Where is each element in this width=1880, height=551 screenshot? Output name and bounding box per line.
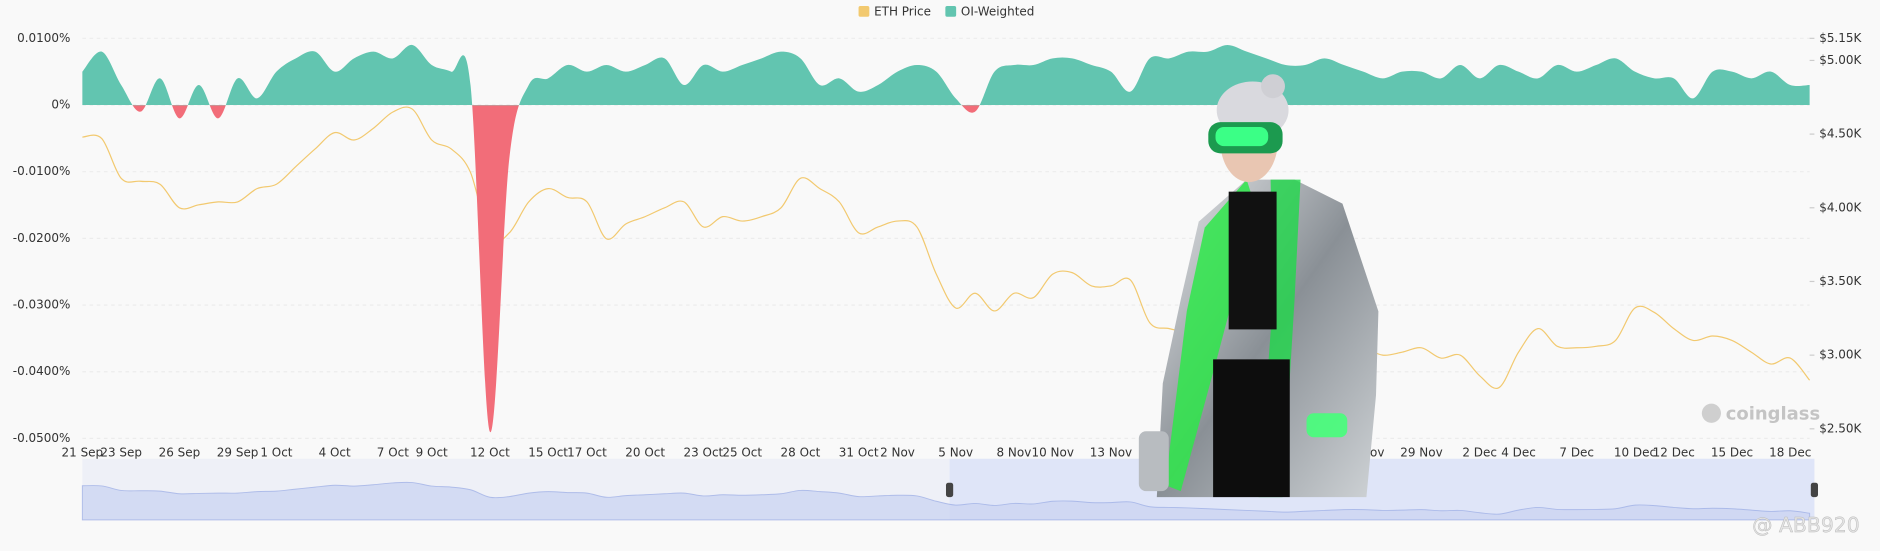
y-tick-label: -0.0100% [13,164,71,178]
x-tick-label: 7 Oct [377,445,409,459]
x-tick-label: 15 Oct [528,445,568,459]
x-tick-label: 21 Sep [62,445,104,459]
y-tick-label: -0.0200% [13,231,71,245]
x-tick-label: 31 Oct [839,445,879,459]
x-tick-label: 4 Dec [1501,445,1536,459]
x-tick-label: 28 Oct [781,445,821,459]
watermark-icon [1701,403,1721,423]
x-tick-label: 23 Oct [684,445,724,459]
x-tick-label: 1 Oct [260,445,292,459]
y2-tick-label: $2.50K [1819,421,1862,435]
price-line [82,106,1811,390]
navigator-handle [1810,482,1819,498]
x-tick-label: 15 Dec [1711,445,1753,459]
x-tick-label: 2 Nov [880,445,915,459]
y2-tick-label: $3.50K [1819,274,1862,288]
x-tick-label: 4 Oct [319,445,351,459]
navigator-area [81,481,1811,521]
x-tick-label: 23 Sep [100,445,142,459]
y-tick-label: -0.0500% [13,431,71,445]
y2-tick-label: $4.50K [1819,127,1862,141]
x-tick-label: 10 Nov [1032,445,1074,459]
legend-label: ETH Price [874,4,931,18]
x-tick-label: 8 Nov [997,445,1032,459]
x-tick-label: 12 Dec [1653,445,1695,459]
x-tick-label: 25 Oct [722,445,762,459]
x-tick-label: 10 Dec [1614,445,1656,459]
y-tick-label: 0.0100% [17,31,70,45]
x-tick-label: 13 Nov [1090,445,1132,459]
x-tick-label: 18 Dec [1769,445,1811,459]
navigator-handle [945,482,954,498]
x-tick-label: 9 Oct [416,445,448,459]
x-tick-label: 17 Oct [567,445,607,459]
watermark: coinglass [1726,403,1820,424]
legend-swatch [945,5,957,17]
y2-tick-label: $5.00K [1819,53,1862,67]
x-tick-label: 29 Sep [217,445,259,459]
x-tick-label: 2 Dec [1462,445,1497,459]
y2-tick-label: $3.00K [1819,348,1862,362]
x-tick-label: 5 Nov [938,445,973,459]
y2-tick-label: $4.00K [1819,200,1862,214]
y2-tick-label: $5.15K [1819,31,1862,45]
area-positive [82,44,1810,106]
x-tick-label: 12 Oct [470,445,510,459]
x-tick-label: 29 Nov [1400,445,1442,459]
credit: @ ABB920 [1752,513,1860,537]
x-tick-label: 26 Sep [159,445,201,459]
legend-swatch [858,5,870,17]
y-tick-label: -0.0300% [13,298,71,312]
y-tick-label: -0.0400% [13,364,71,378]
x-tick-label: 7 Dec [1559,445,1594,459]
legend-label: OI-Weighted [961,4,1034,18]
overlay-figure [1138,74,1379,498]
y-tick-label: 0% [51,98,70,112]
x-tick-label: 20 Oct [625,445,665,459]
